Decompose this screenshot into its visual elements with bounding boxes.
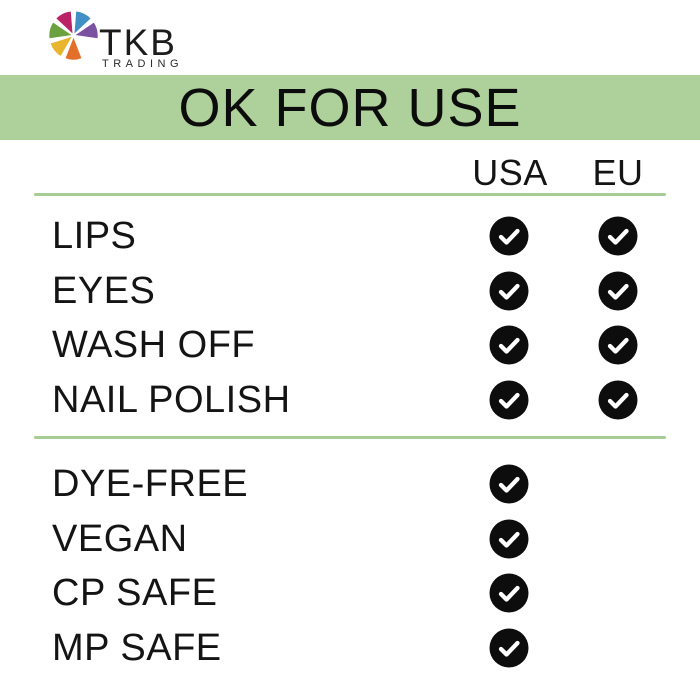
column-header-eu: EU [592,152,644,193]
wheel-segment-magenta [54,9,75,38]
table-row: MP SAFE [0,621,700,676]
check-icon [489,216,529,256]
banner: OK FOR USE [0,75,700,140]
table-section-uses: LIPS EYES WASH OFF NAIL POLISH [0,209,700,427]
check-icon [489,325,529,365]
column-header-usa: USA [472,152,548,193]
check-icon [489,380,529,420]
row-label: MP SAFE [52,626,222,669]
cell-eu [598,380,638,420]
check-icon [598,216,638,256]
brand-logo: TKB TRADING [0,0,260,75]
table-row: WASH OFF [0,318,700,373]
banner-title: OK FOR USE [178,77,522,138]
check-icon [489,628,529,668]
row-label: CP SAFE [52,572,218,615]
cell-usa [489,271,529,311]
row-label: EYES [52,269,156,312]
cell-eu [598,271,638,311]
column-headers: USA EU [0,152,700,194]
color-wheel-icon [47,9,100,62]
cell-eu [598,325,638,365]
cell-eu [598,216,638,256]
cell-usa [489,464,529,504]
check-icon [489,464,529,504]
brand-subtitle: TRADING [102,58,183,70]
cell-usa [489,380,529,420]
table-row: EYES [0,264,700,319]
row-label: LIPS [52,215,137,258]
cell-usa [489,216,529,256]
wheel-segment-orange [63,33,84,62]
cell-usa [489,519,529,559]
wheel-segment-blue [72,9,93,38]
wheel-segment-green [47,20,76,41]
divider-line-middle [34,436,666,439]
check-icon [489,271,529,311]
check-icon [598,380,638,420]
cell-usa [489,573,529,613]
wheel-segment-purple [71,20,100,41]
table-row: LIPS [0,209,700,264]
row-label: NAIL POLISH [52,378,291,421]
row-label: WASH OFF [52,324,256,367]
divider-line-top [34,193,666,196]
check-icon [598,271,638,311]
brand-name: TKB [99,22,177,63]
check-icon [489,519,529,559]
check-icon [598,325,638,365]
row-label: DYE-FREE [52,463,249,506]
check-icon [489,573,529,613]
cell-usa [489,325,529,365]
cell-usa [489,628,529,668]
table-section-attributes: DYE-FREE VEGAN CP SAFE MP SAFE [0,457,700,675]
table-row: CP SAFE [0,566,700,621]
table-row: DYE-FREE [0,457,700,512]
wheel-segment-yellow [48,34,76,59]
row-label: VEGAN [52,517,188,560]
table-row: NAIL POLISH [0,373,700,428]
table-row: VEGAN [0,512,700,567]
